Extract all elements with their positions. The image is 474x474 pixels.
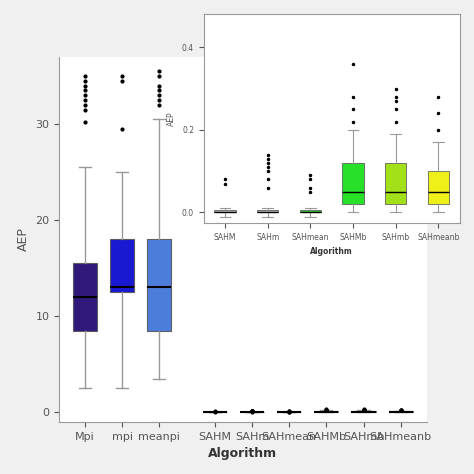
PathPatch shape [314,411,338,412]
X-axis label: Algorithm: Algorithm [209,447,277,460]
PathPatch shape [73,264,97,331]
Y-axis label: AEP: AEP [167,111,176,126]
PathPatch shape [300,210,321,212]
PathPatch shape [428,171,449,204]
PathPatch shape [214,210,236,212]
PathPatch shape [389,411,413,412]
PathPatch shape [342,163,364,204]
X-axis label: Algorithm: Algorithm [310,247,353,256]
PathPatch shape [385,163,406,204]
PathPatch shape [351,411,375,412]
PathPatch shape [147,239,172,331]
PathPatch shape [257,210,279,212]
PathPatch shape [110,239,135,292]
Y-axis label: AEP: AEP [17,228,30,251]
